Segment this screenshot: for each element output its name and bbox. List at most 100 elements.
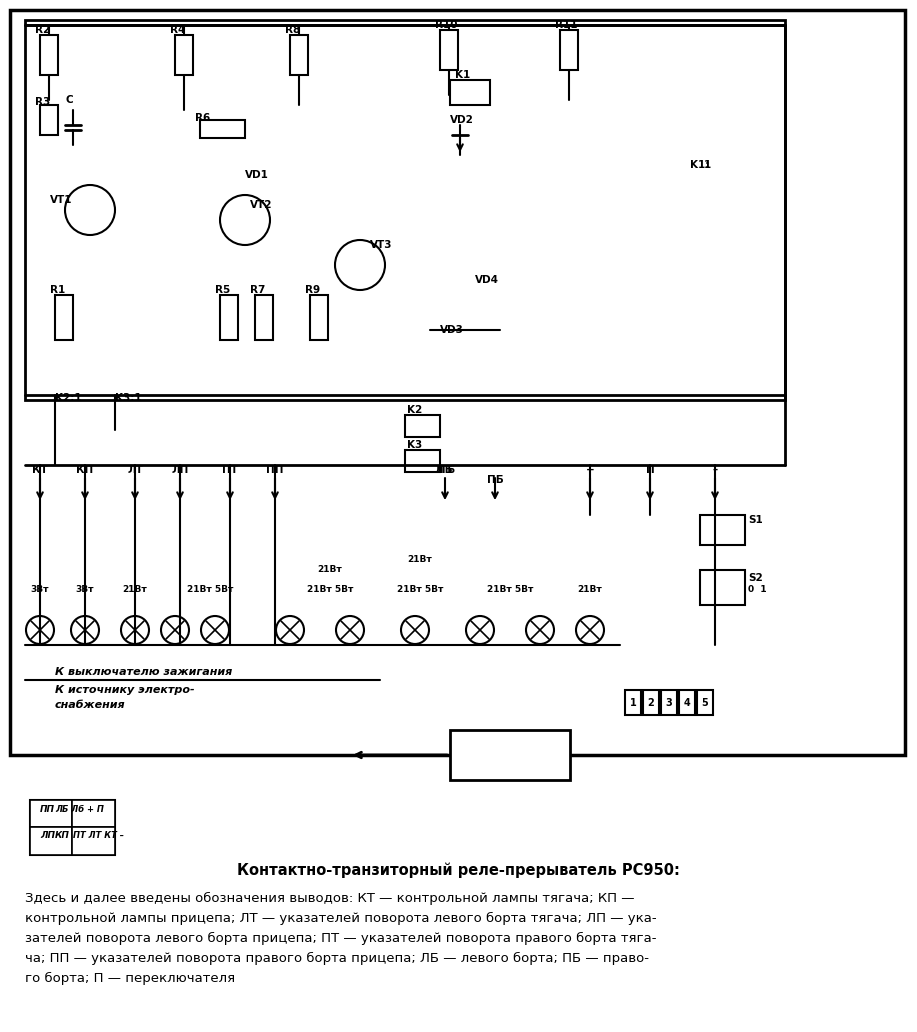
Text: 21Вт 5Вт: 21Вт 5Вт [187, 585, 233, 594]
Text: K3: K3 [407, 440, 422, 450]
Text: зателей поворота левого борта прицепа; ПТ — указателей поворота правого борта тя: зателей поворота левого борта прицепа; П… [25, 932, 657, 944]
Bar [661, 690, 677, 715]
Text: R9: R9 [305, 285, 320, 295]
Text: КП: КП [76, 465, 94, 475]
Bar [72, 800, 115, 827]
Text: R3: R3 [35, 97, 50, 107]
Bar [200, 120, 245, 138]
Text: Здесь и далее введены обозначения выводов: КТ — контрольной лампы тягача; КП —: Здесь и далее введены обозначения выводо… [25, 892, 635, 904]
Text: ПП: ПП [40, 806, 55, 814]
Text: 5: 5 [702, 698, 708, 708]
Text: 3Вт: 3Вт [31, 585, 50, 594]
Text: снабжения: снабжения [55, 700, 126, 710]
Text: ЛБ: ЛБ [436, 465, 453, 475]
Bar [220, 295, 238, 340]
Circle shape [335, 240, 385, 290]
Circle shape [336, 616, 364, 644]
Bar [310, 295, 328, 340]
Text: ПТ ЛТ КТ –: ПТ ЛТ КТ – [73, 831, 124, 839]
Text: +: + [586, 465, 594, 475]
Bar [30, 800, 115, 854]
Text: ПП: ПП [266, 465, 283, 475]
Text: ПБ: ПБ [487, 475, 503, 485]
Circle shape [65, 185, 115, 235]
Circle shape [466, 616, 494, 644]
Text: S2: S2 [748, 573, 763, 583]
Circle shape [71, 616, 99, 644]
Text: 21Вт: 21Вт [578, 585, 602, 594]
Text: П: П [646, 465, 655, 475]
Text: R7: R7 [250, 285, 265, 295]
Text: К выключателю зажигания: К выключателю зажигания [55, 667, 232, 677]
Text: K1: K1 [455, 70, 470, 80]
Circle shape [276, 616, 304, 644]
Bar [450, 730, 570, 780]
Bar [55, 295, 73, 340]
Text: 21Вт 5Вт: 21Вт 5Вт [307, 585, 353, 594]
Text: контрольной лампы прицепа; ЛТ — указателей поворота левого борта тягача; ЛП — ук: контрольной лампы прицепа; ЛТ — указател… [25, 911, 657, 925]
Text: ПТ: ПТ [222, 465, 238, 475]
Text: ЛБ Лб + П: ЛБ Лб + П [55, 806, 104, 814]
Text: 0  1: 0 1 [748, 585, 767, 594]
Text: R11: R11 [555, 20, 578, 30]
Text: S1: S1 [748, 515, 763, 525]
Text: 21Вт 5Вт: 21Вт 5Вт [487, 585, 533, 594]
Bar [450, 80, 490, 105]
Text: VD3: VD3 [440, 325, 464, 335]
Text: ча; ПП — указателей поворота правого борта прицепа; ЛБ — левого борта; ПБ — прав: ча; ПП — указателей поворота правого бор… [25, 952, 649, 965]
Text: 3Вт: 3Вт [76, 585, 94, 594]
Text: R5: R5 [215, 285, 230, 295]
Text: VT3: VT3 [370, 240, 392, 250]
Text: 1: 1 [630, 698, 636, 708]
Text: К источнику электро-: К источнику электро- [55, 685, 194, 695]
Bar [25, 20, 785, 400]
Bar [625, 690, 641, 715]
Text: K2: K2 [407, 405, 422, 415]
Text: VD1: VD1 [245, 170, 269, 180]
Text: ЛП: ЛП [40, 831, 55, 839]
Bar [40, 35, 58, 75]
Bar [405, 415, 440, 437]
Text: 21Вт 5Вт: 21Вт 5Вт [397, 585, 443, 594]
Bar [405, 450, 440, 472]
Text: K3:1: K3:1 [115, 393, 141, 404]
Text: R8: R8 [285, 25, 300, 35]
Text: C: C [65, 95, 72, 105]
Text: Контактно-транзиторный реле-прерыватель РС950:: Контактно-транзиторный реле-прерыватель … [237, 863, 679, 878]
Bar [679, 690, 695, 715]
Text: –: – [713, 465, 718, 475]
Circle shape [26, 616, 54, 644]
Bar [175, 35, 193, 75]
Text: го борта; П — переключателя: го борта; П — переключателя [25, 971, 235, 985]
Text: 3: 3 [666, 698, 672, 708]
Bar [30, 827, 72, 854]
Circle shape [121, 616, 149, 644]
Circle shape [526, 616, 554, 644]
Bar [700, 570, 745, 605]
Text: R6: R6 [195, 112, 210, 123]
Bar [30, 800, 72, 827]
Text: Л Б: Л Б [435, 465, 455, 475]
Bar [560, 30, 578, 70]
Circle shape [401, 616, 429, 644]
Text: 2: 2 [647, 698, 655, 708]
Text: 21Вт: 21Вт [408, 555, 433, 565]
Bar [700, 515, 745, 545]
Text: 21Вт: 21Вт [123, 585, 148, 594]
Text: VD4: VD4 [475, 275, 499, 285]
Text: VT2: VT2 [250, 200, 272, 209]
Text: K2:1: K2:1 [55, 393, 82, 404]
Bar [40, 105, 58, 135]
Text: R2: R2 [35, 25, 50, 35]
Bar [697, 690, 713, 715]
Bar [440, 30, 458, 70]
Bar [10, 10, 905, 755]
Circle shape [220, 195, 270, 245]
Text: 4: 4 [684, 698, 691, 708]
Circle shape [576, 616, 604, 644]
Bar [255, 295, 273, 340]
Text: КТ: КТ [32, 465, 48, 475]
Text: 21Вт: 21Вт [317, 566, 342, 575]
Text: R4: R4 [170, 25, 185, 35]
Text: 1: 1 [704, 160, 712, 170]
